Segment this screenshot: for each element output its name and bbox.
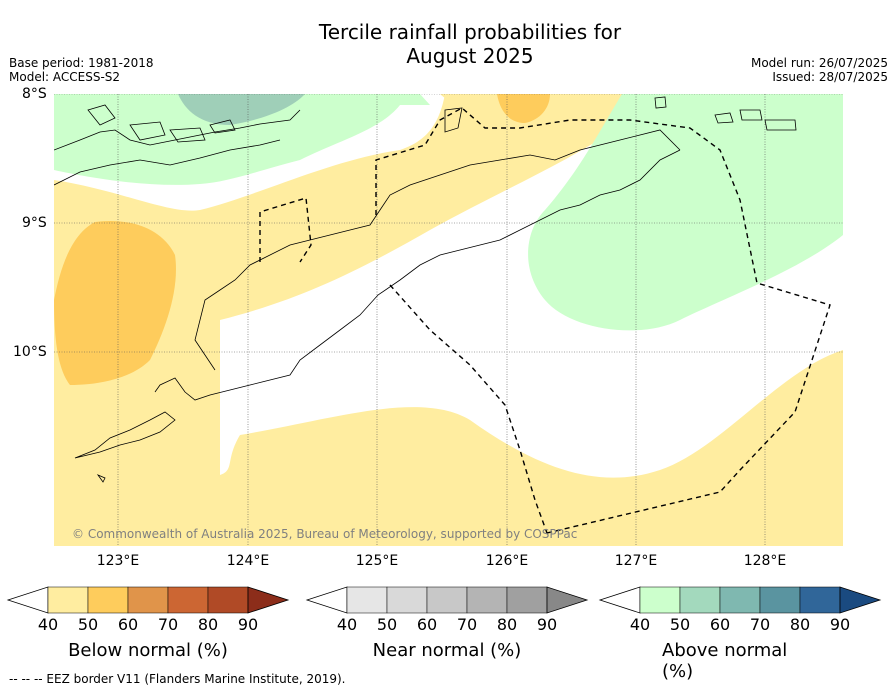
- lon-label-126e: 126°E: [485, 553, 529, 569]
- colorbar-near-tick: 50: [376, 615, 398, 634]
- title-line-1: Tercile rainfall probabilities for: [318, 20, 622, 44]
- eez-legend-footer: -- -- -- EEZ border V11 (Flanders Marine…: [9, 672, 346, 686]
- colorbar-below-segment: [47, 586, 89, 614]
- colorbar-below-tick: 40: [37, 615, 59, 634]
- colorbar-above-extend-high: [839, 586, 882, 614]
- colorbar-near-tick: 70: [456, 615, 478, 634]
- colorbar-near-segment: [506, 586, 548, 614]
- colorbar-above-tick: 90: [829, 615, 851, 634]
- colorbar-below-tick: 50: [77, 615, 99, 634]
- colorbar-below-segment: [207, 586, 249, 614]
- region-above-50-60: [178, 94, 305, 125]
- colorbar-near-tick: 60: [416, 615, 438, 634]
- colorbar-near-tick: 40: [336, 615, 358, 634]
- colorbar-above-label: Above normal (%): [662, 640, 788, 682]
- colorbar-near-label: Near normal (%): [372, 640, 522, 661]
- colorbar-above-segment: [759, 586, 801, 614]
- colorbar-below-extend-low: [6, 586, 49, 614]
- colorbar-near-tick: 90: [536, 615, 558, 634]
- gridlines: [54, 94, 843, 546]
- colorbar-above-segment: [799, 586, 841, 614]
- map-area: [54, 94, 843, 546]
- colorbar-above-segment: [719, 586, 761, 614]
- colorbar-above-tick: 80: [789, 615, 811, 634]
- colorbar-above: [598, 586, 882, 614]
- colorbar-above-tick: 60: [709, 615, 731, 634]
- colorbar-near-segment: [346, 586, 388, 614]
- colorbar-near-tick: 80: [496, 615, 518, 634]
- title-line-2: August 2025: [406, 44, 534, 68]
- colorbar-below-tick: 70: [157, 615, 179, 634]
- colorbar-above-tick: 70: [749, 615, 771, 634]
- lon-label-127e: 127°E: [614, 553, 658, 569]
- colorbar-below-tick: 60: [117, 615, 139, 634]
- colorbar-above-tick: 40: [629, 615, 651, 634]
- issued-date: Issued: 28/07/2025: [772, 70, 888, 84]
- base-period: Base period: 1981-2018: [9, 56, 154, 70]
- colorbar-below-segment: [87, 586, 129, 614]
- lat-label-9s: 9°S: [22, 215, 47, 231]
- colorbar-below-tick: 80: [197, 615, 219, 634]
- meta-right: Model run: 26/07/2025 Issued: 28/07/2025: [751, 56, 888, 84]
- colorbar-above-segment: [639, 586, 681, 614]
- colorbar-near: [305, 586, 589, 614]
- colorbar-near-segment: [386, 586, 428, 614]
- colorbar-near-extend-high: [546, 586, 589, 614]
- lat-label-8s: 8°S: [22, 86, 47, 102]
- map-title: Tercile rainfall probabilities for Augus…: [0, 20, 896, 68]
- colorbar-near-segment: [426, 586, 468, 614]
- region-below-50-60-west: [54, 220, 176, 385]
- region-above-40-50-north: [54, 94, 430, 185]
- region-below-50-60-top: [497, 94, 550, 123]
- colorbar-below-tick: 90: [237, 615, 259, 634]
- colorbar-above-tick: 50: [669, 615, 691, 634]
- model-run: Model run: 26/07/2025: [750, 56, 888, 70]
- colorbar-above-extend-low: [598, 586, 641, 614]
- colorbar-below-extend-high: [247, 586, 290, 614]
- lon-label-123e: 123°E: [96, 553, 140, 569]
- meta-left: Base period: 1981-2018 Model: ACCESS-S2: [9, 56, 154, 84]
- eez-border: [259, 107, 831, 534]
- lon-label-124e: 124°E: [226, 553, 270, 569]
- colorbar-below-segment: [127, 586, 169, 614]
- colorbar-near-segment: [466, 586, 508, 614]
- colorbar-above-segment: [679, 586, 721, 614]
- region-above-40-50-east: [528, 94, 843, 331]
- coastlines: [54, 96, 797, 483]
- colorbar-below: [6, 586, 290, 614]
- lat-label-10s: 10°S: [13, 344, 47, 360]
- colorbar-below-segment: [167, 586, 209, 614]
- model-name: Model: ACCESS-S2: [9, 70, 121, 84]
- colorbar-near-extend-low: [305, 586, 348, 614]
- copyright-text: © Commonwealth of Australia 2025, Bureau…: [72, 527, 578, 541]
- lon-label-125e: 125°E: [355, 553, 399, 569]
- lon-label-128e: 128°E: [743, 553, 787, 569]
- colorbar-below-label: Below normal (%): [68, 640, 228, 661]
